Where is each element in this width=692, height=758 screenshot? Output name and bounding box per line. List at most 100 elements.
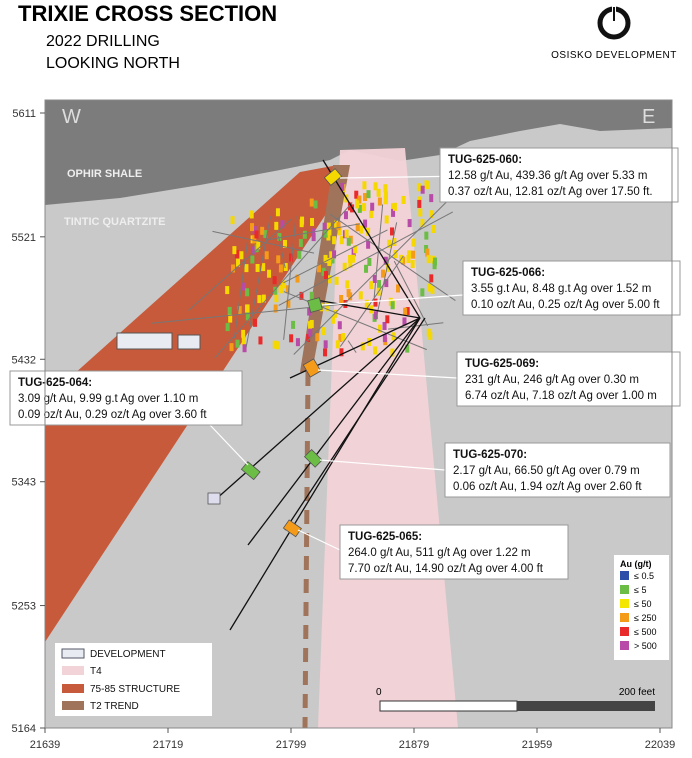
au-label: ≤ 250 [634, 613, 656, 623]
assay [261, 263, 266, 272]
assay [251, 246, 256, 255]
assay [402, 317, 407, 326]
assay [351, 254, 356, 263]
assay [334, 276, 339, 285]
assay [411, 238, 416, 247]
assay [407, 219, 412, 228]
assay [354, 190, 359, 199]
callout-id: TUG-625-066: [471, 267, 545, 279]
assay [403, 307, 408, 316]
assay [355, 223, 360, 232]
assay [363, 219, 368, 228]
assay [381, 269, 386, 278]
assay [430, 285, 435, 294]
assay [273, 286, 278, 295]
assay [272, 340, 277, 349]
assay [323, 340, 328, 349]
subtitle: LOOKING NORTH [46, 55, 180, 72]
au-label: ≤ 5 [634, 585, 646, 595]
assay [245, 288, 250, 297]
assay [253, 318, 258, 327]
assay [377, 197, 382, 206]
assay [342, 262, 347, 271]
assay [420, 185, 425, 194]
trace [329, 213, 456, 301]
assay [339, 236, 344, 245]
scale-label: 0 [376, 687, 382, 698]
assay [244, 264, 249, 273]
assay [227, 306, 232, 315]
assay [257, 295, 262, 304]
assay [407, 250, 412, 259]
assay [387, 239, 392, 248]
assay [384, 215, 389, 224]
assay [278, 264, 283, 273]
assay [317, 264, 322, 273]
y-tick-label: 5164 [12, 723, 36, 735]
assay [230, 216, 235, 225]
x-tick-label: 21639 [30, 739, 61, 751]
assay [258, 336, 263, 345]
assay [390, 301, 395, 310]
x-tick-label: 21799 [276, 739, 307, 751]
assay [339, 348, 344, 357]
callout-box [444, 442, 671, 498]
assay [373, 182, 378, 191]
y-tick-label: 5611 [12, 108, 36, 120]
assay [386, 263, 391, 272]
assay [348, 254, 353, 263]
assay [242, 344, 247, 353]
assay [334, 220, 339, 229]
assay [321, 327, 326, 336]
callout-line: 0.09 oz/t Au, 0.29 oz/t Ag over 3.60 ft [18, 409, 207, 421]
assay [383, 196, 388, 205]
assay [425, 248, 430, 257]
assay [275, 208, 280, 217]
assay [383, 184, 388, 193]
assay [241, 337, 246, 346]
assay [323, 271, 328, 280]
y-tick-label: 5432 [12, 354, 36, 366]
assay [237, 306, 242, 315]
assay [406, 255, 411, 264]
assay [428, 331, 433, 340]
logo: OSISKO DEVELOPMENT [551, 5, 676, 61]
assay [324, 303, 329, 312]
assay [281, 280, 286, 289]
assay [424, 180, 429, 189]
assay [362, 181, 367, 190]
assay [366, 190, 371, 199]
unit-label: OPHIR SHALE [67, 168, 142, 180]
assay [311, 233, 316, 242]
assay [307, 307, 312, 316]
assay [377, 280, 382, 289]
trace [245, 216, 271, 348]
assay [263, 230, 268, 239]
assay [232, 246, 237, 255]
callout-box [9, 370, 243, 426]
trace [151, 301, 369, 324]
assay [417, 199, 422, 208]
assay [323, 348, 328, 357]
assay [429, 210, 434, 219]
y-tick-label: 5521 [12, 232, 36, 244]
assay [355, 200, 360, 209]
assay [327, 227, 332, 236]
callout-line: 231 g/t Au, 246 g/t Ag over 0.30 m [465, 374, 639, 386]
assay [426, 283, 431, 292]
assay [393, 250, 398, 259]
assay [264, 251, 269, 260]
assay [295, 274, 300, 283]
assay [373, 298, 378, 307]
assay [309, 291, 314, 300]
assay [362, 203, 367, 212]
scale-label: 200 feet [619, 687, 655, 698]
assay [323, 229, 328, 238]
assay [308, 328, 313, 337]
assay [326, 222, 331, 231]
au-swatch [620, 627, 629, 636]
assay [385, 315, 390, 324]
x-tick-label: 22039 [645, 739, 676, 751]
au-swatch [620, 599, 629, 608]
trace [393, 260, 429, 327]
